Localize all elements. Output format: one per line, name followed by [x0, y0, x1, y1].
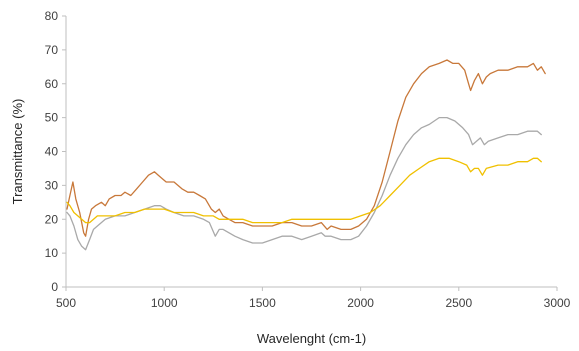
series-group	[66, 59, 546, 251]
x-tick-label: 1000	[151, 296, 178, 310]
x-tick-label: 2000	[347, 296, 374, 310]
x-tick-label: 2500	[445, 296, 472, 310]
series-line-2	[66, 116, 542, 251]
x-tick-label: 500	[56, 296, 76, 310]
y-tick-label: 80	[45, 9, 59, 23]
y-tick-label: 20	[45, 212, 59, 226]
y-axis-title: Transmittance (%)	[10, 99, 25, 205]
y-tick-label: 70	[45, 43, 59, 57]
axes	[65, 16, 557, 288]
x-tick-label: 3000	[544, 296, 571, 310]
y-tick-label: 50	[45, 111, 59, 125]
y-tick-label: 0	[51, 280, 58, 294]
y-tick-label: 60	[45, 77, 59, 91]
y-ticks: 0 10 20 30 40 50 60 70 80	[45, 9, 66, 294]
y-tick-label: 40	[45, 145, 59, 159]
y-tick-label: 10	[45, 246, 59, 260]
series-line-3	[66, 157, 542, 224]
x-tick-label: 1500	[249, 296, 276, 310]
x-axis-title: Wavelenght (cm-1)	[257, 331, 366, 346]
series-line-1	[66, 59, 546, 237]
x-ticks: 500 1000 1500 2000 2500 3000	[56, 287, 571, 310]
y-tick-label: 30	[45, 178, 59, 192]
